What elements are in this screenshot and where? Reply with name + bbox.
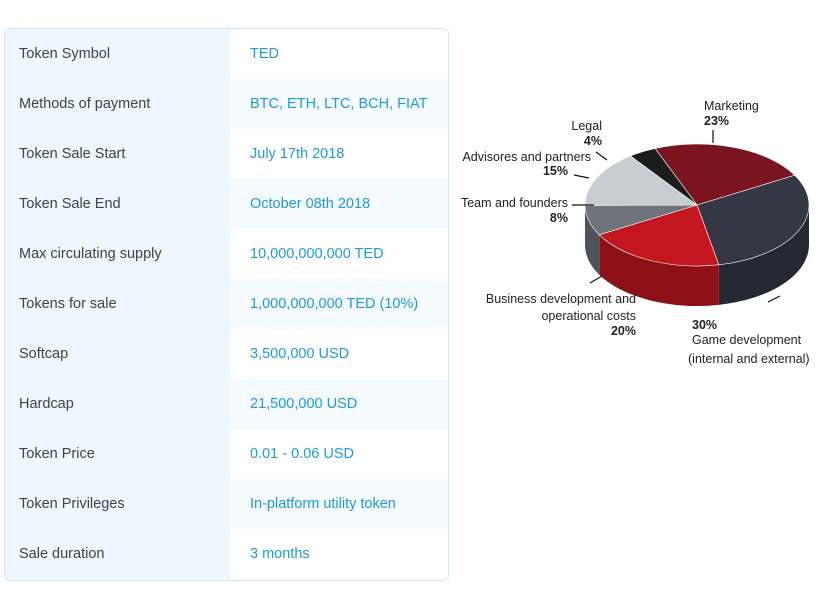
- leader-line: [595, 151, 608, 161]
- slice-percent: 30%: [692, 318, 717, 332]
- slice-label: Marketing: [704, 99, 759, 113]
- slice-label: Business development and: [486, 292, 636, 306]
- row-value: 3 months: [230, 529, 448, 579]
- row-label: Methods of payment: [5, 79, 230, 129]
- row-value: In-platform utility token: [230, 479, 448, 529]
- table-row: Softcap 3,500,000 USD: [5, 329, 448, 379]
- slice-percent: 8%: [550, 211, 568, 225]
- row-value: October 08th 2018: [230, 179, 448, 229]
- token-info-table: Token Symbol TED Methods of payment BTC, ET…: [4, 28, 449, 581]
- pie-slice: [598, 204, 720, 267]
- row-value: TED: [230, 29, 448, 79]
- row-label: Softcap: [5, 329, 230, 379]
- pie-slice: [584, 155, 698, 206]
- row-value: 21,500,000 USD: [230, 379, 448, 429]
- slice-label: (internal and external): [688, 352, 810, 366]
- table-row: Hardcap 21,500,000 USD: [5, 379, 448, 429]
- leader-line: [589, 275, 603, 284]
- slice-percent: 23%: [704, 114, 729, 128]
- row-value: July 17th 2018: [230, 129, 448, 179]
- slice-label: Team and founders: [461, 196, 568, 210]
- pie-slice: [629, 148, 698, 206]
- row-value: BTC, ETH, LTC, BCH, FIAT: [230, 79, 448, 129]
- leader-line: [573, 174, 590, 179]
- table-row: Methods of payment BTC, ETH, LTC, BCH, FI…: [5, 79, 448, 129]
- row-value: 10,000,000,000 TED: [230, 229, 448, 279]
- slice-percent: 20%: [611, 324, 636, 338]
- slice-label: operational costs: [541, 309, 636, 323]
- row-label: Token Symbol: [5, 29, 230, 79]
- row-label: Token Privileges: [5, 479, 230, 529]
- table-row: Token Sale Start July 17th 2018: [5, 129, 448, 179]
- row-label: Tokens for sale: [5, 279, 230, 329]
- table-row: Max circulating supply 10,000,000,000 TED: [5, 229, 448, 279]
- leader-line: [767, 295, 781, 303]
- table-row: Token Sale End October 08th 2018: [5, 179, 448, 229]
- row-label: Sale duration: [5, 529, 230, 579]
- row-label: Token Sale End: [5, 179, 230, 229]
- table-row: Sale duration 3 months: [5, 529, 448, 579]
- row-label: Hardcap: [5, 379, 230, 429]
- row-label: Max circulating supply: [5, 229, 230, 279]
- pie-slice-side: [585, 205, 600, 275]
- pie-slice: [696, 174, 810, 266]
- slice-percent: 4%: [584, 134, 602, 148]
- row-value: 3,500,000 USD: [230, 329, 448, 379]
- slice-label: Legal: [571, 119, 602, 133]
- pie-slice-side: [718, 205, 809, 305]
- row-value: 1,000,000,000 TED (10%): [230, 279, 448, 329]
- row-label: Token Price: [5, 429, 230, 479]
- table-row: Token Price 0.01 - 0.06 USD: [5, 429, 448, 479]
- row-value: 0.01 - 0.06 USD: [230, 429, 448, 479]
- slice-percent: 15%: [543, 164, 568, 178]
- slice-label: Game development: [692, 333, 802, 347]
- pie-slice-side: [599, 234, 719, 306]
- pie-slice: [654, 143, 796, 206]
- row-label: Token Sale Start: [5, 129, 230, 179]
- table-row: Token Privileges In-platform utility toke…: [5, 479, 448, 529]
- table-row: Token Symbol TED: [5, 29, 448, 79]
- table-row: Tokens for sale 1,000,000,000 TED (10%): [5, 279, 448, 329]
- slice-label: Advisores and partners: [462, 150, 591, 164]
